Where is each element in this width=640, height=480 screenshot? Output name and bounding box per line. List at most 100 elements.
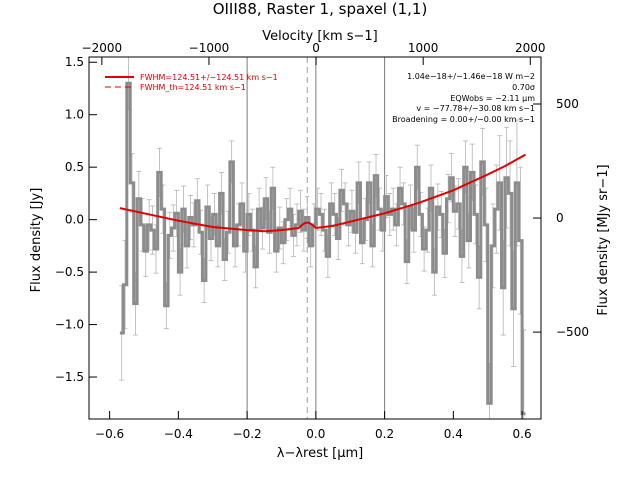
data-point bbox=[485, 224, 487, 226]
data-point bbox=[155, 248, 157, 250]
right-axis-tick-label: 0 bbox=[556, 211, 564, 225]
data-point bbox=[396, 224, 398, 226]
data-point bbox=[323, 229, 326, 231]
data-point bbox=[172, 227, 174, 229]
data-point bbox=[206, 206, 209, 208]
data-point bbox=[488, 402, 491, 404]
data-point bbox=[512, 308, 515, 310]
annotation-eqw: EQWobs = −2.11 μm bbox=[450, 94, 535, 103]
data-point bbox=[176, 212, 178, 214]
data-point bbox=[457, 203, 460, 205]
data-point bbox=[420, 213, 422, 215]
data-point bbox=[502, 287, 504, 289]
annotation-broadening: Broadening = 0.00+/−0.00 km s−1 bbox=[392, 115, 535, 124]
data-point bbox=[127, 82, 130, 84]
data-point bbox=[272, 187, 274, 189]
x-axis-tick-label: 0.0 bbox=[306, 427, 325, 441]
data-point bbox=[131, 182, 133, 184]
data-point bbox=[148, 224, 150, 226]
data-point bbox=[481, 161, 484, 163]
data-point bbox=[165, 305, 167, 307]
data-point bbox=[268, 231, 271, 233]
data-point bbox=[334, 213, 336, 215]
data-point bbox=[179, 271, 181, 273]
data-point bbox=[495, 208, 497, 210]
y-axis-tick-label: 0.5 bbox=[65, 160, 84, 174]
data-point bbox=[121, 332, 123, 334]
data-point bbox=[213, 213, 216, 215]
data-point bbox=[258, 208, 260, 210]
data-point bbox=[347, 224, 350, 226]
data-point bbox=[375, 174, 377, 177]
data-point bbox=[138, 198, 140, 200]
x-axis-tick-label: −0.6 bbox=[95, 427, 124, 441]
data-point bbox=[454, 210, 456, 212]
data-point bbox=[371, 245, 374, 247]
data-point bbox=[392, 208, 394, 210]
data-point bbox=[344, 203, 346, 205]
data-point bbox=[231, 161, 233, 163]
right-axis-tick-label: 500 bbox=[556, 97, 579, 111]
legend-label-fwhm: FWHM=124.51+/−124.51 km s−1 bbox=[140, 73, 278, 82]
data-point bbox=[471, 171, 473, 174]
data-point bbox=[265, 198, 267, 200]
y-axis-tick-label: −1.5 bbox=[55, 370, 84, 384]
data-point bbox=[292, 234, 295, 236]
x-axis-title: λ−λrest [μm] bbox=[277, 446, 363, 461]
data-point bbox=[220, 192, 222, 195]
data-point bbox=[200, 231, 202, 233]
data-point bbox=[327, 255, 329, 257]
data-point bbox=[382, 229, 384, 231]
data-point bbox=[440, 213, 442, 215]
y-axis-tick-label: 1.5 bbox=[65, 55, 84, 69]
data-point bbox=[134, 302, 137, 305]
x-axis-tick-label: 0.4 bbox=[444, 427, 463, 441]
data-point bbox=[433, 271, 436, 273]
data-point bbox=[506, 177, 508, 179]
data-point bbox=[158, 171, 161, 174]
data-point bbox=[426, 229, 429, 231]
data-point bbox=[248, 213, 250, 215]
data-point bbox=[275, 250, 277, 252]
data-point bbox=[196, 200, 198, 202]
data-point bbox=[306, 216, 308, 219]
x-axis-tick-label: −0.4 bbox=[164, 427, 193, 441]
fit-series bbox=[119, 153, 526, 233]
data-point bbox=[475, 213, 477, 215]
top-axis-title: Velocity [km s−1] bbox=[262, 29, 378, 44]
data-point bbox=[186, 245, 188, 247]
top-axis-tick-label: −2000 bbox=[82, 41, 123, 55]
data-point bbox=[227, 231, 229, 233]
data-point bbox=[499, 182, 501, 184]
data-series bbox=[119, 81, 526, 416]
y-axis-tick-label: 0.0 bbox=[65, 213, 84, 227]
data-point bbox=[361, 242, 363, 244]
y-axis-tick-label: −0.5 bbox=[55, 265, 84, 279]
data-point bbox=[402, 203, 405, 205]
chart-title: OIII88, Raster 1, spaxel (1,1) bbox=[213, 0, 428, 18]
data-point bbox=[124, 284, 126, 286]
x-axis-tick-label: 0.2 bbox=[375, 427, 394, 441]
data-point bbox=[385, 195, 387, 198]
data-point bbox=[296, 224, 298, 226]
y-axis-title: Flux density [Jy] bbox=[29, 188, 44, 293]
legend-label-fwhm-th: FWHM_th=124.51 km s−1 bbox=[140, 83, 246, 92]
data-point bbox=[478, 276, 480, 278]
right-axis-title: Flux density [MJy sr−1] bbox=[596, 164, 611, 315]
data-point bbox=[447, 198, 449, 200]
data-point bbox=[217, 245, 219, 247]
data-point bbox=[341, 189, 343, 191]
data-point bbox=[316, 208, 319, 210]
data-point bbox=[169, 234, 171, 236]
data-point bbox=[464, 166, 466, 168]
data-point bbox=[255, 266, 257, 268]
data-point bbox=[320, 213, 322, 215]
data-point bbox=[399, 187, 401, 189]
data-point bbox=[244, 250, 246, 252]
top-axis-tick-label: 1000 bbox=[408, 41, 439, 55]
x-axis-tick-label: −0.2 bbox=[233, 427, 262, 441]
data-point bbox=[182, 208, 185, 210]
data-point bbox=[299, 210, 301, 212]
data-point bbox=[416, 166, 418, 168]
